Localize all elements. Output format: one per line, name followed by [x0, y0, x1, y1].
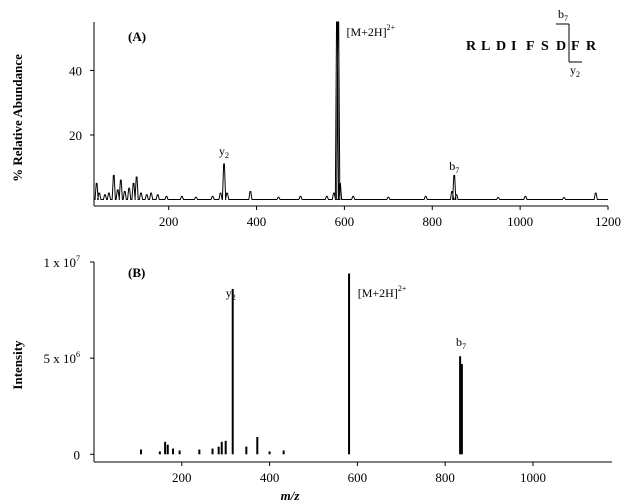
sequence-residue: I — [511, 39, 517, 54]
panel-b: 200 400 600 800 1000 0 5 x 106 1 x 107 y2 [M+2H]… — [10, 254, 612, 503]
spectrum-peak — [178, 450, 181, 455]
spectrum-peak — [217, 446, 220, 455]
sequence-y-ion-label: y2 — [570, 63, 580, 79]
panel-b-y-axis-title: Intensity — [10, 340, 25, 390]
spectrum-peak — [166, 444, 169, 455]
x-tick-label: 1000 — [520, 470, 546, 485]
x-tick-label: 200 — [172, 470, 192, 485]
spectrum-peak — [211, 448, 214, 455]
panel-b-ticks: 200 400 600 800 1000 0 5 x 106 1 x 107 — [44, 254, 546, 485]
sequence-residue: D — [556, 39, 567, 54]
panel-a-spectrum-trace — [94, 21, 608, 201]
sequence-residue: F — [571, 39, 581, 54]
panel-b-peak-annotations: y2 [M+2H]2+ b7 — [226, 284, 466, 351]
sequence-residue: S — [541, 39, 550, 54]
spectrum-peak — [158, 451, 161, 455]
panel-b-x-axis-title: m/z — [281, 488, 301, 503]
panel-a-peak-annotations: y2 [M+2H]2+ b7 — [219, 23, 459, 175]
sequence-b-ion-label: b7 — [558, 7, 568, 23]
x-tick-label: 400 — [260, 470, 280, 485]
peak-label: [M+2H]2+ — [358, 284, 407, 300]
y-tick-label: 0 — [74, 447, 81, 462]
y-tick-label: 1 x 107 — [44, 254, 81, 270]
peak-label: y2 — [219, 144, 229, 160]
sequence-residue: D — [496, 39, 507, 54]
x-tick-label: 800 — [435, 470, 455, 485]
spectrum-peak — [460, 363, 463, 455]
spectrum-peak — [164, 441, 167, 455]
sequence-residue: R — [466, 39, 477, 54]
panel-b-peaks — [139, 273, 463, 455]
y-tick-label: 20 — [69, 128, 82, 143]
sequence-residue: F — [526, 39, 536, 54]
peak-label: b7 — [456, 335, 466, 351]
spectrum-peak — [172, 448, 175, 455]
x-tick-label: 400 — [247, 214, 267, 229]
panel-a-ticks: 200 400 600 800 1000 1200 20 40 — [69, 63, 621, 229]
spectrum-peak — [256, 437, 259, 455]
x-tick-label: 1200 — [595, 214, 621, 229]
y-tick-label: 5 x 106 — [44, 350, 81, 366]
peak-label: [M+2H]2+ — [347, 23, 396, 39]
spectrum-peak — [139, 449, 142, 455]
panel-b-label: (B) — [128, 265, 145, 280]
spectrum-peak — [268, 451, 271, 455]
panel-a-label: (A) — [128, 29, 146, 44]
spectrum-peak — [198, 449, 201, 455]
spectrum-peak — [348, 273, 351, 455]
spectrum-peak — [282, 450, 285, 455]
spectrum-peak — [231, 288, 234, 455]
sequence-residue: R — [586, 39, 597, 54]
x-tick-label: 600 — [335, 214, 355, 229]
peak-label: y2 — [226, 286, 236, 302]
sequence-residue: L — [481, 39, 491, 54]
spectrum-peak — [220, 441, 223, 455]
peak-label: b7 — [449, 159, 459, 175]
x-tick-label: 800 — [423, 214, 443, 229]
spectrum-peak — [245, 446, 248, 455]
panel-a-y-axis-title: % Relative Abundance — [10, 54, 25, 182]
spectrum-peak — [224, 440, 227, 455]
y-tick-label: 40 — [69, 63, 82, 78]
x-tick-label: 1000 — [507, 214, 533, 229]
x-tick-label: 200 — [159, 214, 179, 229]
spectrum-peak — [459, 356, 462, 455]
x-tick-label: 600 — [348, 470, 368, 485]
panel-a: 200 400 600 800 1000 1200 20 40 y2 [M+2H]2+ b7 (A… — [10, 7, 621, 229]
